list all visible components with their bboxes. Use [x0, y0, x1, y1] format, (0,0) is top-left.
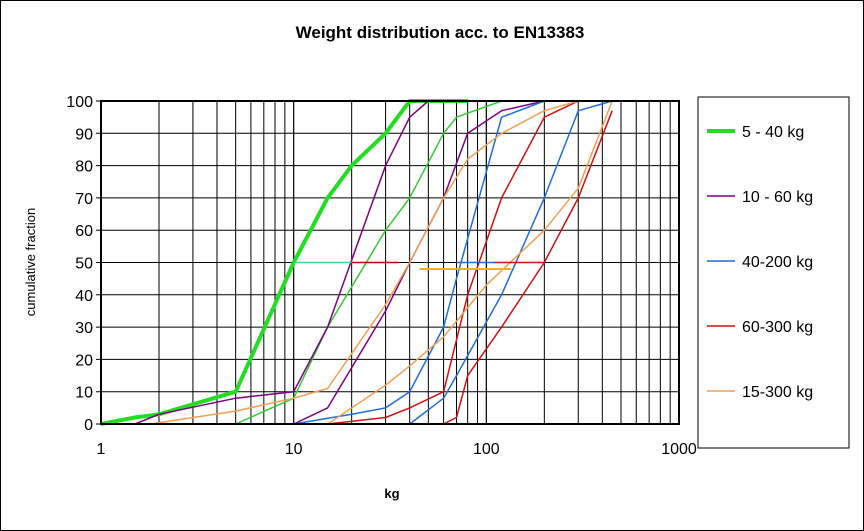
y-tick-label: 100 [66, 94, 93, 111]
chart-title: Weight distribution acc. to EN13383 [296, 23, 585, 42]
series-line [409, 100, 613, 425]
series-line [293, 100, 545, 425]
legend-label: 40-200 kg [742, 254, 813, 271]
y-tick-label: 60 [75, 223, 93, 240]
y-tick-label: 10 [75, 385, 93, 402]
legend-label: 10 - 60 kg [742, 189, 813, 206]
series-line [327, 100, 613, 425]
series-group [100, 99, 613, 426]
series-line [235, 100, 502, 425]
series-line [150, 100, 613, 425]
x-axis-label: kg [384, 486, 399, 501]
plot-border [100, 100, 680, 425]
legend: 5 - 40 kg 10 - 60 kg 40-200 kg 60-300 kg 15-… [707, 124, 813, 401]
legend-label: 60-300 kg [742, 319, 813, 336]
y-tick-label: 40 [75, 288, 93, 305]
y-axis-label: cumulative fraction [23, 208, 38, 316]
y-tick-label: 70 [75, 191, 93, 208]
legend-label: 15-300 kg [742, 384, 813, 401]
x-tick-label: 1000 [661, 441, 697, 458]
y-tick-label: 50 [75, 256, 93, 273]
series-line [327, 100, 579, 425]
series-line [443, 110, 613, 425]
y-tick-label: 0 [84, 417, 93, 434]
y-tick-label: 20 [75, 352, 93, 369]
series-line [100, 99, 468, 426]
x-tick-label: 100 [473, 441, 500, 458]
legend-box [697, 96, 850, 449]
x-tick-label: 10 [285, 441, 303, 458]
y-tick-label: 90 [75, 126, 93, 143]
series-line [134, 100, 429, 425]
y-tick-label: 80 [75, 159, 93, 176]
legend-label: 5 - 40 kg [742, 124, 804, 141]
y-tick-label: 30 [75, 320, 93, 337]
x-tick-label: 1 [97, 441, 106, 458]
